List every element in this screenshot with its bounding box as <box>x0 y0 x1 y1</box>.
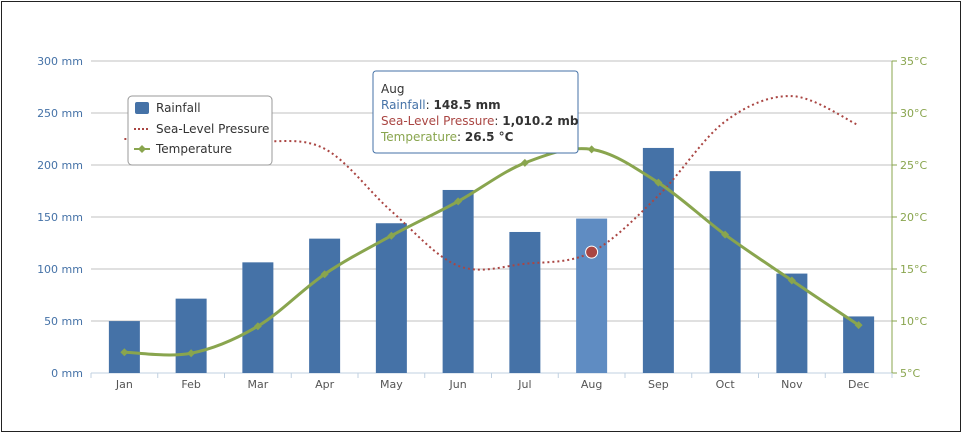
y-right-tick-label: 10°C <box>900 315 927 328</box>
y-axis-right-ticks: 5°C 10°C 15°C 20°C 25°C 30°C 35°C <box>900 55 927 380</box>
tooltip-pressure-value: 1,010.2 mb <box>502 114 579 128</box>
y-left-tick-label: 300 mm <box>37 55 83 68</box>
legend-temperature-marker <box>138 145 146 153</box>
temperature-marker[interactable] <box>387 231 396 240</box>
tooltip-box <box>372 70 579 154</box>
temperature-marker[interactable] <box>654 178 663 187</box>
temperature-marker[interactable] <box>320 270 329 279</box>
temperature-marker[interactable] <box>120 348 129 357</box>
x-tick-label: Jun <box>449 378 467 391</box>
temperature-marker[interactable] <box>454 197 463 206</box>
y-left-tick-label: 200 mm <box>37 159 83 172</box>
y-right-tick-label: 15°C <box>900 263 927 276</box>
rainfall-bar[interactable] <box>108 321 140 373</box>
legend-item-pressure[interactable]: Sea-Level Pressure <box>134 122 269 136</box>
tooltip-rainfall-value: 148.5 mm <box>433 98 500 112</box>
tooltip: Aug Rainfall: 148.5 mm Sea-Level Pressur… <box>372 70 579 154</box>
x-tick-label: Nov <box>781 378 803 391</box>
x-tick-label: Feb <box>181 378 200 391</box>
tooltip-temperature-value: 26.5 °C <box>465 130 514 144</box>
legend-temperature-label: Temperature <box>155 142 232 156</box>
rainfall-bar[interactable] <box>442 189 474 373</box>
legend[interactable]: Rainfall Sea-Level Pressure Temperature <box>127 95 273 166</box>
rainfall-bars <box>108 147 875 373</box>
legend-item-rainfall[interactable]: Rainfall <box>135 101 201 115</box>
rainfall-bar[interactable] <box>776 273 808 373</box>
temperature-marker[interactable] <box>187 349 196 358</box>
x-tick-label: Dec <box>848 378 869 391</box>
legend-item-temperature[interactable]: Temperature <box>134 142 232 156</box>
temperature-marker[interactable] <box>787 276 796 285</box>
tooltip-pressure-label: Sea-Level Pressure <box>381 114 494 128</box>
temperature-marker[interactable] <box>587 145 596 154</box>
tooltip-rainfall-label: Rainfall <box>381 98 426 112</box>
y-left-tick-label: 0 mm <box>51 367 83 380</box>
x-tick-label: Apr <box>315 378 335 391</box>
x-axis-ticks: Jan Feb Mar Apr May Jun Jul Aug Sep Oct Nov Dec <box>90 373 893 391</box>
legend-box <box>127 95 273 166</box>
rainfall-bar[interactable] <box>375 223 407 373</box>
pressure-highlight-point[interactable] <box>585 245 599 259</box>
y-right-tick-label: 35°C <box>900 55 927 68</box>
legend-rainfall-label: Rainfall <box>156 101 201 115</box>
temperature-marker[interactable] <box>721 230 730 239</box>
y-axis-left-ticks: 0 mm 50 mm 100 mm 150 mm 200 mm 250 mm 300 mm <box>37 55 83 380</box>
temperature-marker[interactable] <box>854 321 863 330</box>
rainfall-bar[interactable] <box>709 171 741 373</box>
legend-pressure-label: Sea-Level Pressure <box>156 122 269 136</box>
tooltip-row-pressure: Sea-Level Pressure: 1,010.2 mb <box>381 114 579 128</box>
y-right-tick-label: 30°C <box>900 107 927 120</box>
legend-rainfall-swatch <box>135 102 149 114</box>
x-tick-label: Mar <box>247 378 268 391</box>
x-tick-label: Aug <box>581 378 602 391</box>
y-right-tick-label: 20°C <box>900 211 927 224</box>
y-left-tick-label: 100 mm <box>37 263 83 276</box>
y-left-tick-label: 250 mm <box>37 107 83 120</box>
rainfall-bar[interactable] <box>509 231 541 373</box>
y-left-tick-label: 50 mm <box>44 315 83 328</box>
temperature-line[interactable] <box>124 147 860 357</box>
x-tick-label: Oct <box>716 378 736 391</box>
tooltip-category: Aug <box>381 82 404 96</box>
tooltip-row-rainfall: Rainfall: 148.5 mm <box>381 98 501 112</box>
y-right-tick-label: 5°C <box>900 367 920 380</box>
x-tick-label: Jul <box>517 378 531 391</box>
y-right-tick-label: 25°C <box>900 159 927 172</box>
temperature-marker[interactable] <box>520 158 529 167</box>
rainfall-bar[interactable] <box>175 298 207 373</box>
rainfall-bar[interactable] <box>309 238 341 373</box>
x-tick-label: May <box>380 378 403 391</box>
tooltip-temperature-label: Temperature <box>380 130 457 144</box>
x-tick-label: Sep <box>648 378 669 391</box>
temperature-marker[interactable] <box>253 322 262 331</box>
y-left-tick-label: 150 mm <box>37 211 83 224</box>
tooltip-row-temperature: Temperature: 26.5 °C <box>380 130 514 144</box>
series-lines <box>120 95 863 358</box>
x-tick-label: Jan <box>115 378 133 391</box>
rainfall-bar[interactable] <box>576 218 608 373</box>
